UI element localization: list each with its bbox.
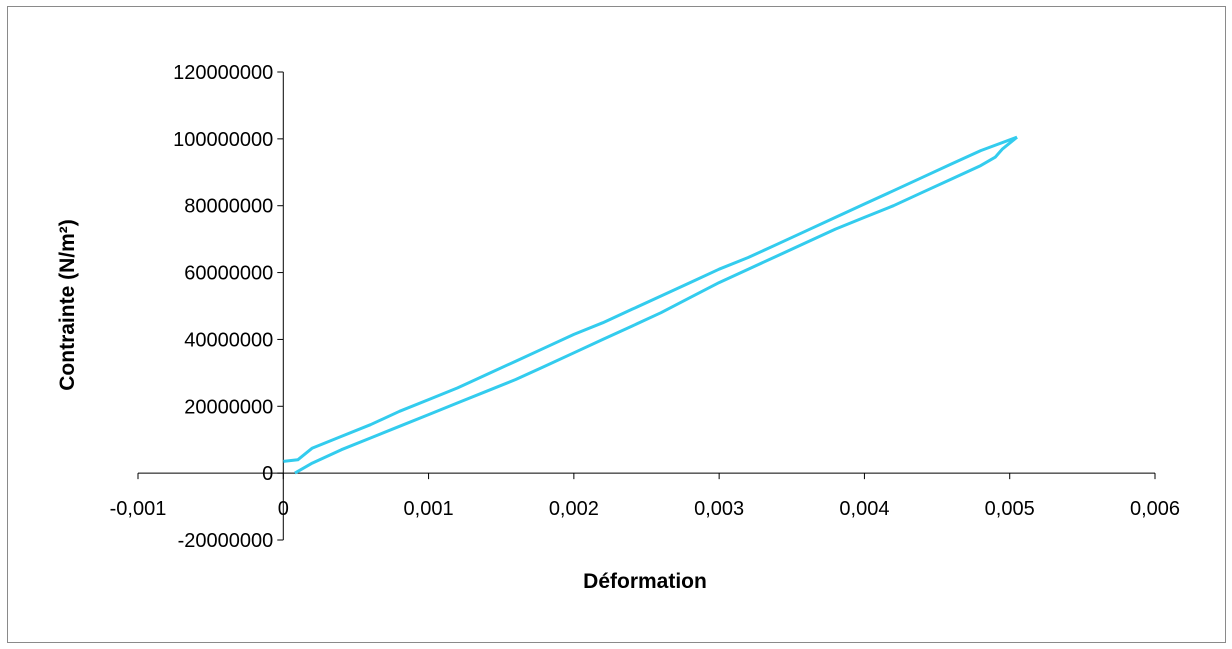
axes (138, 72, 1155, 540)
chart-frame (7, 6, 1226, 643)
y-tick-label: 0 (262, 463, 273, 485)
x-tick-label: 0,004 (839, 498, 889, 520)
y-tick-label: 100000000 (173, 129, 273, 151)
series (283, 135, 1018, 475)
x-axis-title: Déformation (583, 570, 707, 593)
y-tick-label: 60000000 (184, 263, 273, 285)
ticks: -0,001 0 0,001 0,002 0,003 0,004 0,005 0,006 -20… (110, 62, 1180, 552)
x-tick-label: 0,001 (404, 498, 454, 520)
series-line-1 (294, 136, 1018, 475)
y-tick-label: -20000000 (178, 530, 274, 552)
x-tick-label: 0,005 (985, 498, 1035, 520)
y-axis-title: Contrainte (N/m²) (56, 219, 79, 391)
x-tick-label: 0,003 (694, 498, 744, 520)
y-tick-label: 40000000 (184, 329, 273, 351)
y-tick-label: 120000000 (173, 62, 273, 84)
x-tick-label: 0,002 (549, 498, 599, 520)
y-tick-label: 80000000 (184, 196, 273, 218)
series-line-2 (283, 135, 1018, 463)
x-tick-label: 0,006 (1130, 498, 1180, 520)
x-tick-label: -0,001 (110, 498, 167, 520)
x-tick-label: 0 (278, 498, 289, 520)
y-tick-label: 20000000 (184, 396, 273, 418)
